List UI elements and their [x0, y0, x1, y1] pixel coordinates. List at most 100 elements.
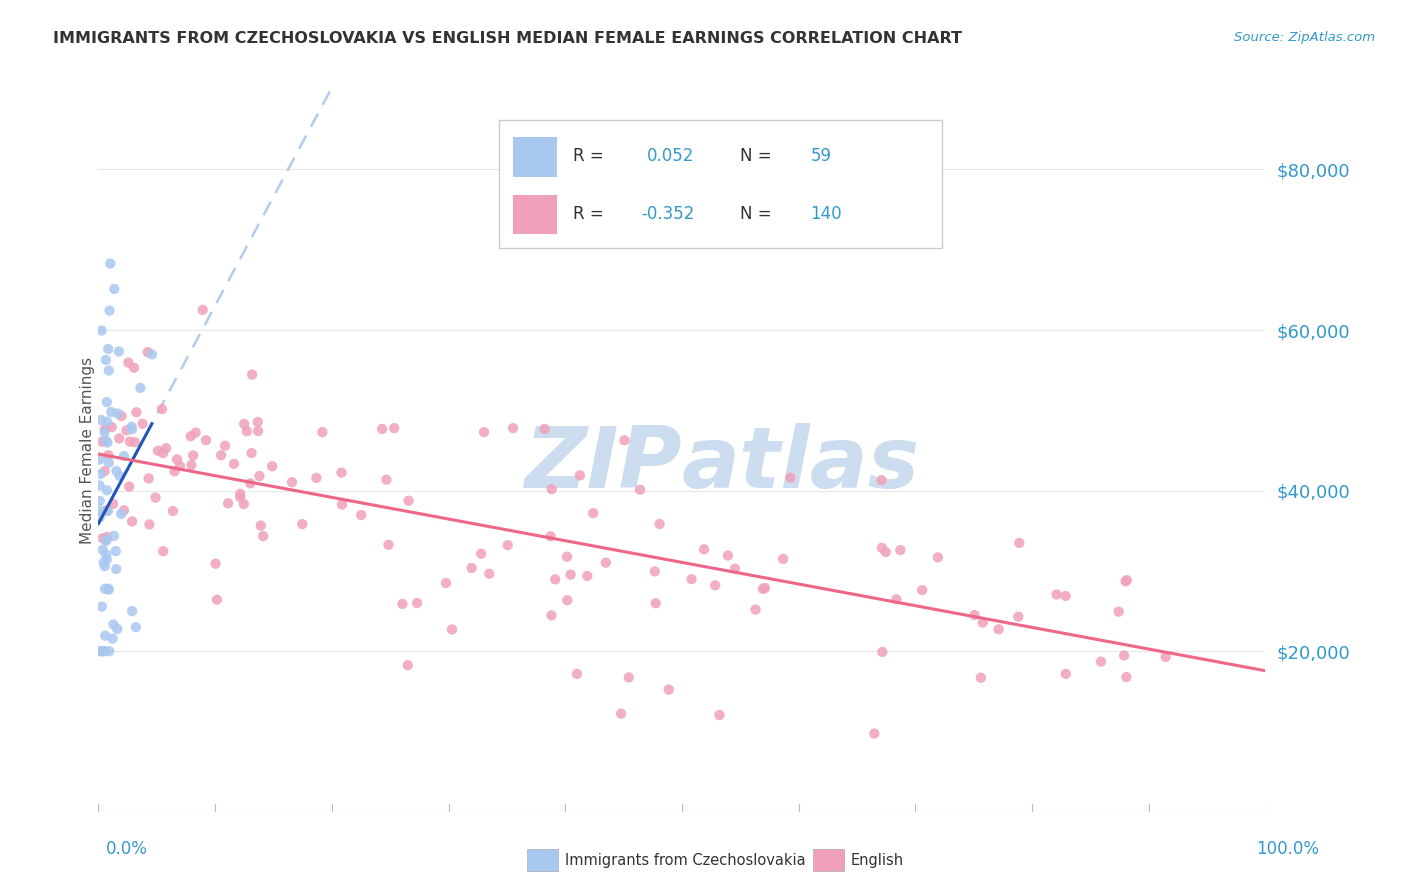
Point	[94, 434, 117, 448]
Point	[648, 516, 671, 531]
Point	[240, 368, 263, 382]
Point	[155, 442, 177, 456]
Point	[540, 608, 562, 623]
Point	[105, 464, 128, 478]
Point	[136, 345, 159, 359]
Point	[131, 417, 153, 431]
Point	[94, 353, 117, 368]
Point	[117, 355, 139, 369]
Point	[103, 529, 125, 543]
Point	[89, 510, 111, 524]
Point	[870, 541, 893, 555]
Point	[110, 409, 132, 424]
Point	[1045, 587, 1067, 601]
Point	[927, 550, 949, 565]
Point	[90, 324, 112, 338]
Point	[222, 457, 245, 471]
Point	[1007, 609, 1029, 624]
Point	[125, 620, 148, 634]
Point	[239, 476, 262, 491]
Point	[91, 434, 114, 449]
Point	[717, 549, 740, 563]
Point	[565, 667, 588, 681]
Point	[93, 425, 115, 440]
Point	[249, 518, 271, 533]
Point	[90, 413, 112, 427]
Text: atlas: atlas	[682, 424, 920, 507]
Point	[96, 415, 118, 429]
Point	[138, 471, 160, 485]
Point	[502, 421, 524, 435]
Point	[970, 671, 993, 685]
Point	[752, 582, 775, 596]
Point	[496, 538, 519, 552]
Point	[100, 405, 122, 419]
Point	[544, 573, 567, 587]
Point	[166, 452, 188, 467]
Point	[204, 557, 226, 571]
Point	[98, 256, 121, 270]
Point	[94, 559, 117, 574]
Point	[125, 405, 148, 419]
Point	[103, 282, 125, 296]
Point	[249, 469, 271, 483]
Point	[180, 458, 202, 472]
Point	[98, 644, 121, 658]
Point	[247, 424, 270, 438]
Point	[94, 629, 117, 643]
Point	[103, 617, 125, 632]
Point	[94, 582, 117, 596]
Point	[229, 487, 252, 501]
Point	[152, 446, 174, 460]
Point	[121, 422, 143, 436]
Point	[628, 483, 651, 497]
Point	[693, 542, 716, 557]
Point	[96, 548, 118, 562]
Text: English: English	[851, 853, 904, 868]
Point	[350, 508, 373, 522]
Point	[262, 459, 284, 474]
Point	[101, 632, 124, 646]
Point	[217, 496, 239, 510]
Point	[305, 471, 328, 485]
Point	[209, 448, 232, 462]
Point	[91, 644, 114, 658]
Point	[152, 544, 174, 558]
Point	[406, 596, 429, 610]
Point	[94, 464, 117, 478]
Point	[96, 552, 118, 566]
Point	[875, 545, 897, 559]
Point	[658, 682, 681, 697]
Point	[582, 506, 605, 520]
Point	[291, 517, 314, 532]
Point	[141, 347, 163, 361]
Text: 140: 140	[810, 205, 842, 223]
Point	[704, 578, 727, 592]
Point	[233, 417, 256, 431]
Point	[240, 446, 263, 460]
Text: 59: 59	[810, 147, 831, 165]
Text: Immigrants from Czechoslovakia: Immigrants from Czechoslovakia	[565, 853, 806, 868]
Point	[150, 402, 173, 417]
Point	[987, 622, 1010, 636]
Point	[681, 572, 703, 586]
Point	[236, 424, 259, 438]
Point	[311, 425, 333, 439]
Point	[460, 561, 482, 575]
Point	[434, 576, 457, 591]
Point	[96, 483, 118, 498]
Point	[89, 452, 111, 467]
Point	[617, 670, 640, 684]
Point	[97, 448, 120, 462]
Point	[169, 458, 191, 473]
Point	[540, 482, 562, 496]
Point	[96, 435, 118, 450]
Point	[121, 419, 143, 434]
Bar	[513, 194, 557, 235]
Point	[98, 303, 121, 318]
Point	[281, 475, 304, 490]
Point	[872, 645, 894, 659]
Point	[105, 622, 128, 636]
Point	[112, 503, 135, 517]
Point	[89, 467, 111, 481]
